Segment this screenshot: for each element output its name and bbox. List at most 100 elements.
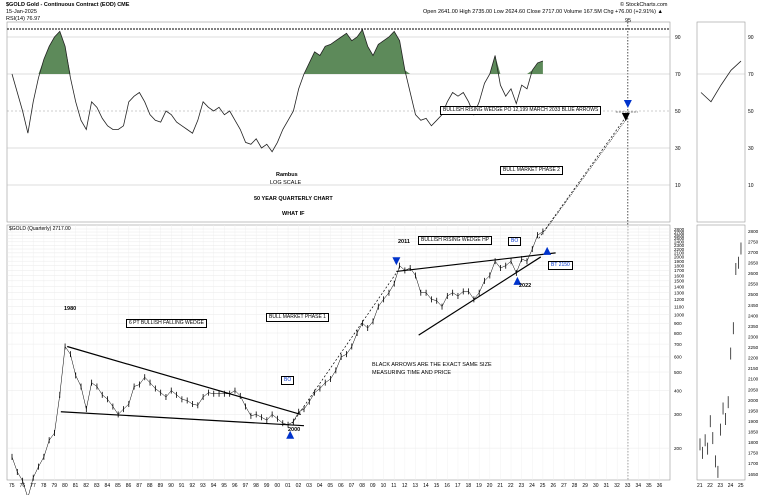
blue-arrow-target (623, 100, 632, 108)
year-tick-23: 23 (519, 483, 525, 489)
year-tick-85: 85 (115, 483, 121, 489)
inset-tick-1850: 1850 (748, 430, 759, 435)
year-tick-15: 15 (434, 483, 440, 489)
price-panel (7, 225, 670, 495)
chart-date: 15-Jan-2025 (6, 9, 37, 15)
label-bull-phase-1: BULL MARKET PHASE 1 (266, 313, 329, 322)
phase1-dashed (292, 272, 397, 424)
label-falling-wedge: 6 PT BULLISH FALLING WEDGE (126, 319, 207, 328)
inset-tick-2600: 2600 (748, 271, 759, 276)
inset-year-23: 23 (717, 483, 723, 489)
inset-tick-1950: 1950 (748, 408, 759, 413)
inset-tick-2700: 2700 (748, 250, 759, 255)
inset-rsi-tick-70: 70 (748, 72, 754, 78)
inset-tick-2450: 2450 (748, 303, 759, 308)
price-tick-1800: 1800 (674, 263, 685, 268)
year-tick-24: 24 (529, 483, 535, 489)
label-2022: 2022 (519, 283, 532, 289)
year-tick-08: 08 (359, 483, 365, 489)
inset-tick-2550: 2550 (748, 282, 759, 287)
rsi-overbought-fill (12, 29, 543, 75)
inset-panel (697, 60, 745, 478)
price-tick-200: 200 (674, 446, 682, 451)
label-bull-phase-2: BULL MARKET PHASE 2 (500, 166, 563, 175)
year-tick-02: 02 (296, 483, 302, 489)
chart-frames (6, 21, 746, 481)
inset-year-21: 21 (697, 483, 703, 489)
inset-price-frame (696, 224, 746, 481)
year-tick-10: 10 (381, 483, 387, 489)
year-tick-12: 12 (402, 483, 408, 489)
price-tick-1100: 1100 (674, 304, 684, 309)
year-tick-84: 84 (105, 483, 111, 489)
inset-tick-2350: 2350 (748, 324, 759, 329)
rising-wedge-upper (396, 252, 556, 273)
year-tick-99: 99 (264, 483, 270, 489)
price-tick-2200: 2200 (674, 247, 685, 252)
rsi-tick-70: 70 (675, 72, 681, 78)
blue-arrow-2000 (286, 430, 295, 439)
inset-year-24: 24 (728, 483, 734, 489)
rsi-label: RSI(14) 76.97 (6, 16, 41, 22)
note-measuring: MEASURING TIME AND PRICE (372, 370, 452, 376)
rsi-tick-30: 30 (675, 146, 681, 152)
year-tick-13: 13 (412, 483, 418, 489)
year-tick-95: 95 (221, 483, 227, 489)
inset-tick-2050: 2050 (748, 387, 759, 392)
inset-rsi-tick-30: 30 (748, 146, 754, 152)
year-tick-79: 79 (51, 483, 57, 489)
label-bt-2150: BT 2150 (548, 261, 573, 270)
price-tick-1000: 1000 (674, 312, 685, 317)
label-bo-2000: BO (281, 376, 295, 385)
year-tick-04: 04 (317, 483, 323, 489)
black-arrow-target (621, 113, 630, 121)
year-tick-30: 30 (593, 483, 599, 489)
label-2011: 2011 (398, 239, 410, 245)
year-tick-26: 26 (551, 483, 557, 489)
price-tick-1400: 1400 (674, 284, 685, 289)
price-tick-2500: 2500 (674, 236, 685, 241)
year-tick-98: 98 (253, 483, 259, 489)
price-tick-800: 800 (674, 331, 682, 336)
price-tick-2000: 2000 (674, 255, 685, 260)
year-tick-27: 27 (561, 483, 567, 489)
inset-tick-1700: 1700 (748, 461, 759, 466)
brand-label: © StockCharts.com (620, 2, 668, 8)
rsi-tick-90: 90 (675, 35, 681, 41)
inset-tick-2300: 2300 (748, 334, 759, 339)
price-tick-1500: 1500 (674, 279, 685, 284)
price-tick-300: 300 (674, 412, 682, 417)
year-tick-87: 87 (136, 483, 142, 489)
year-tick-75: 75 (9, 483, 15, 489)
inset-tick-1800: 1800 (748, 440, 759, 445)
year-tick-03: 03 (306, 483, 312, 489)
phase2-dashed (538, 116, 627, 239)
year-tick-86: 86 (126, 483, 132, 489)
year-tick-82: 82 (83, 483, 89, 489)
year-tick-78: 78 (41, 483, 47, 489)
price-tick-2700: 2700 (674, 230, 685, 235)
inset-rsi-line (700, 60, 742, 103)
price-tick-2400: 2400 (674, 240, 685, 245)
year-tick-91: 91 (179, 483, 185, 489)
year-tick-93: 93 (200, 483, 206, 489)
year-tick-22: 22 (508, 483, 514, 489)
year-tick-34: 34 (635, 483, 641, 489)
inset-rsi-tick-10: 10 (748, 183, 754, 189)
year-tick-25: 25 (540, 483, 546, 489)
year-tick-06: 06 (338, 483, 344, 489)
year-tick-36: 36 (657, 483, 663, 489)
year-tick-35: 35 (646, 483, 652, 489)
note-log-scale: LOG SCALE (270, 180, 302, 186)
inset-tick-1900: 1900 (748, 419, 759, 424)
rsi-tick-50: 50 (675, 109, 681, 115)
inset-year-22: 22 (707, 483, 713, 489)
year-tick-94: 94 (211, 483, 217, 489)
blue-arrow-2022 (513, 276, 522, 285)
price-tick-2300: 2300 (674, 243, 685, 248)
price-tick-400: 400 (674, 388, 682, 393)
year-tick-33: 33 (625, 483, 631, 489)
inset-tick-2250: 2250 (748, 345, 759, 350)
price-frame (6, 224, 671, 481)
year-tick-81: 81 (73, 483, 79, 489)
